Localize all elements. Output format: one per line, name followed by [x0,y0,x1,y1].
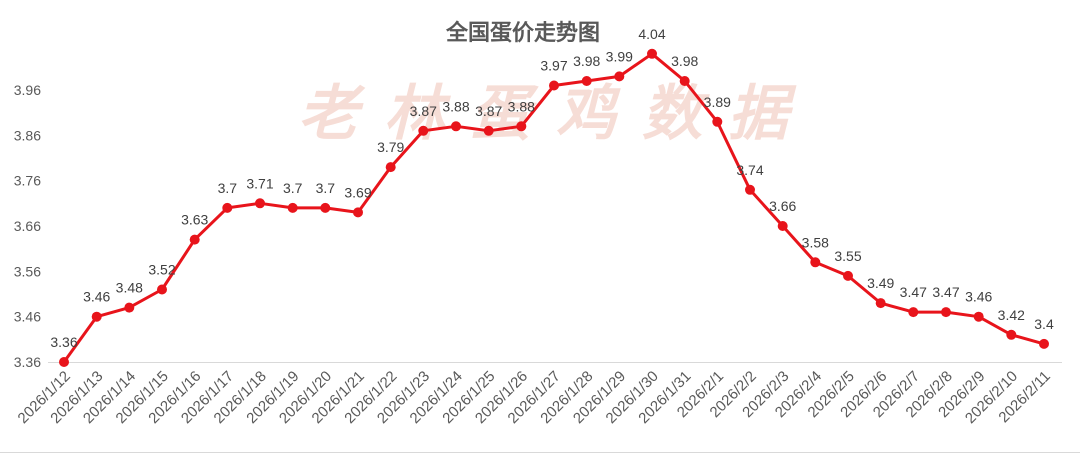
data-labels: 3.36 3.46 3.48 3.52 3.63 3.7 3.71 3.7 3.7 3.69 3.7… [50,26,1054,350]
data-label: 3.97 [540,58,567,74]
y-tick-label: 3.96 [14,82,41,98]
data-point [353,207,363,218]
data-point [647,48,657,59]
data-label: 3.47 [932,284,959,300]
y-tick-label: 3.76 [14,173,41,189]
data-point [777,221,788,231]
data-label: 3.71 [246,175,273,191]
data-point [418,125,429,136]
data-label: 3.69 [344,184,371,200]
data-point [941,307,951,318]
data-point [124,302,135,313]
data-point [549,80,559,91]
data-point [222,202,233,213]
data-label: 3.42 [998,307,1025,323]
data-label: 3.98 [573,53,600,69]
data-point [614,71,625,82]
data-point [483,125,494,136]
data-label: 3.74 [736,162,763,178]
data-label: 3.79 [377,139,404,155]
data-point [679,76,690,86]
y-axis: 3.36 3.46 3.56 3.66 3.76 3.86 3.96 [14,82,41,370]
data-label: 3.88 [442,98,469,114]
data-label: 3.55 [834,248,861,264]
data-label: 3.7 [283,180,303,196]
data-point [516,121,527,132]
watermark: 老林蛋鸡数据 [298,79,814,149]
y-tick-label: 3.46 [14,309,41,325]
y-tick-label: 3.86 [14,127,41,143]
data-label: 3.46 [965,289,992,305]
data-label: 3.98 [671,53,698,69]
data-point [875,298,886,309]
data-point [385,162,396,173]
y-tick-label: 3.36 [14,354,41,370]
data-label: 3.48 [116,280,143,296]
series-plot [59,48,1049,367]
y-tick-label: 3.66 [14,218,41,234]
data-point [255,198,265,209]
data-label: 3.7 [316,180,336,196]
data-point [745,184,755,195]
data-label: 3.87 [475,103,502,119]
y-tick-label: 3.56 [14,263,41,279]
data-label: 3.66 [769,198,796,214]
data-label: 3.89 [704,94,731,110]
data-label: 3.52 [148,262,175,278]
data-label: 3.88 [508,98,535,114]
data-point [712,116,723,127]
data-label: 3.99 [606,48,633,64]
data-point [189,234,200,245]
data-point [1006,329,1017,340]
data-label: 3.36 [50,334,77,350]
data-point [973,311,984,322]
data-label: 3.46 [83,289,110,305]
data-label: 3.49 [867,275,894,291]
data-point [581,76,592,86]
data-point [908,307,919,318]
data-point [810,257,821,268]
data-point [843,270,853,281]
data-point [91,311,102,322]
data-label: 3.7 [218,180,238,196]
data-label: 3.4 [1034,316,1054,332]
data-point [320,202,331,213]
data-point [1039,338,1049,349]
data-point [287,202,298,213]
data-label: 4.04 [638,26,665,42]
data-label: 3.63 [181,212,208,228]
data-point [451,121,461,132]
chart-title: 全国蛋价走势图 [445,20,600,46]
data-label: 3.87 [410,103,437,119]
data-point [157,284,167,295]
data-label: 3.47 [900,284,927,300]
data-label: 3.58 [802,234,829,250]
data-point [59,357,69,367]
